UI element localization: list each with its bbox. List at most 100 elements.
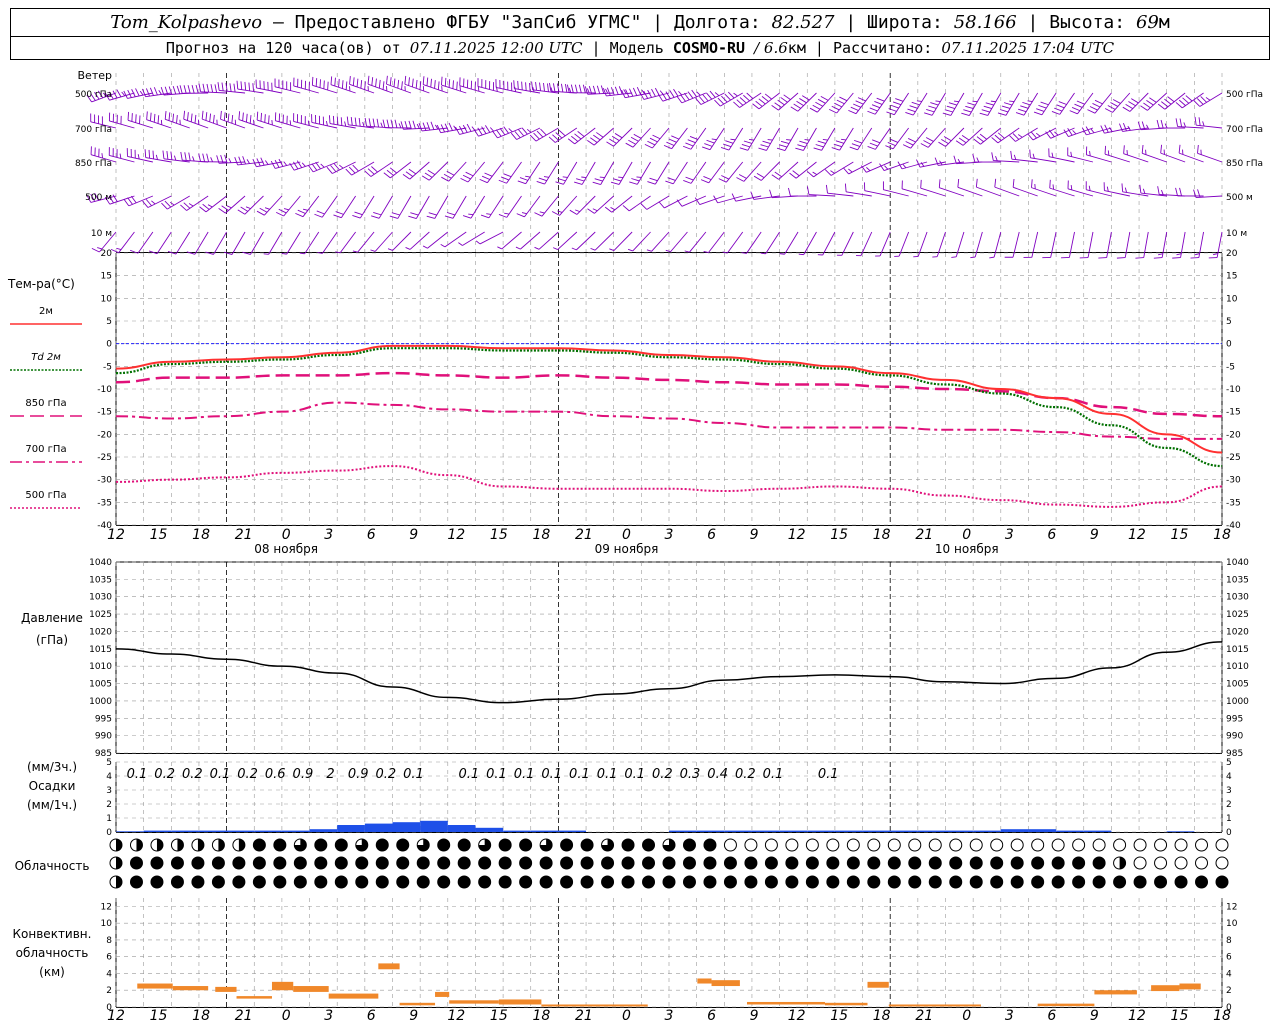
wind-barb-feather (513, 80, 515, 89)
pres-tick-right: 995 (1226, 714, 1243, 724)
cloud-cover-symbol (355, 875, 369, 889)
wind-barb-feather (226, 205, 232, 209)
hour-label-mid: 3 (665, 527, 674, 543)
wind-barb-feather (916, 100, 922, 102)
wind-barb-feather (1070, 151, 1073, 157)
convective-cloud-bar (1179, 983, 1201, 990)
wind-barb-feather (767, 139, 773, 141)
wind-barb-feather (386, 119, 390, 128)
wind-barb-feather (867, 146, 876, 150)
precip-bar (475, 827, 504, 832)
wind-barb-feather (1175, 118, 1179, 127)
wind-barb-feather (335, 211, 344, 215)
pres-tick-right: 1020 (1226, 627, 1249, 637)
wind-barb-staff (1147, 92, 1168, 111)
wind-barb-feather (590, 247, 596, 251)
wind-barb-feather (371, 215, 380, 219)
wind-barb-feather (354, 117, 357, 126)
wind-barb-feather (283, 208, 289, 211)
wind-barb-staff (945, 127, 965, 147)
precip-bar (254, 830, 282, 832)
wind-barb-staff (1124, 231, 1131, 258)
precip-3h-label: 0.2 (735, 767, 756, 782)
wind-barb-staff (256, 161, 282, 168)
wind-barb-feather (586, 88, 590, 94)
wind-barb-staff (672, 161, 688, 185)
wind-barb-feather (1156, 119, 1160, 129)
wind-barb-feather (723, 143, 732, 148)
wind-barb-staff (1129, 92, 1149, 112)
wind-barb-feather (364, 81, 366, 90)
temp-tick-left: -10 (97, 385, 112, 395)
model-resolution: / 6.6 (754, 39, 788, 57)
wind-barb-staff (163, 158, 190, 163)
hour-label-bottom: 0 (962, 1008, 971, 1024)
wind-barb-feather (1183, 122, 1187, 128)
precipitation-panel: 0.1 0.2 0.2 0.1 0.2 0.6 0.9 2 0.9 0.2 0.1 0.1 0.1 0.1… (27, 760, 1195, 832)
wind-barb-feather (540, 128, 547, 136)
temp-tick-left: 15 (101, 272, 112, 282)
wind-barb-feather (997, 132, 1005, 139)
wind-barb-feather (1110, 102, 1119, 107)
wind-barb-staff (220, 118, 246, 129)
pressure-line (115, 641, 1223, 704)
wind-barb-feather (558, 129, 566, 137)
cloud-cover-symbol (232, 875, 246, 889)
wind-barb-staff (1013, 186, 1038, 197)
wind-barb-staff (535, 127, 559, 142)
wind-barb-staff (1197, 152, 1223, 163)
wind-barb-feather (263, 253, 269, 255)
wind-barb-feather (1179, 118, 1183, 127)
pres-tick-left: 1040 (89, 558, 112, 568)
cloud-cover-symbol (170, 875, 184, 889)
cloud-cover-symbol (478, 875, 492, 889)
wind-barb-feather (1049, 179, 1051, 189)
prec-tick-left: 4 (106, 772, 112, 782)
precip-3h-label: 0.1 (486, 767, 507, 782)
wind-barb-staff (1177, 126, 1204, 129)
wind-barb-feather (151, 200, 156, 205)
wind-barb-staff (839, 127, 854, 151)
wind-barb-staff (1123, 153, 1149, 163)
wind-barb-feather (421, 175, 430, 181)
wind-barb-feather (276, 211, 284, 217)
cloud-cover-symbol (232, 856, 246, 870)
temp-tick-right: -5 (1226, 362, 1235, 372)
wind-barb-feather (1072, 130, 1077, 135)
wind-barb-feather (320, 163, 325, 168)
wind-barb-feather (152, 150, 155, 159)
wind-barb-feather (1112, 99, 1121, 104)
hour-label-mid: 0 (622, 527, 631, 543)
wind-barb-staff (581, 161, 596, 185)
wind-barb-feather (793, 103, 802, 109)
wind-barb-feather (1123, 145, 1125, 154)
wind-barb-staff (717, 195, 743, 204)
wind-barb-feather (564, 84, 568, 93)
wind-barb-feather (704, 143, 713, 147)
wind-barb-feather (593, 134, 601, 141)
wind-barb-feather (378, 79, 381, 89)
convective-cloud-bar (328, 993, 379, 999)
wind-barb-feather (1027, 100, 1033, 102)
prec-tick-left: 1 (106, 814, 112, 824)
wind-barb-staff (765, 231, 780, 255)
wind-barb-feather (560, 83, 564, 93)
wind-barb-feather (946, 105, 955, 109)
wind-barb-staff (746, 231, 762, 254)
wind-barb-feather (981, 109, 990, 113)
wind-barb-feather (475, 240, 481, 245)
wind-barb-feather (283, 161, 288, 166)
wind-barb-feather (1167, 96, 1175, 103)
wind-barb-feather (570, 84, 574, 93)
wind-level-label-left: 700 гПа (75, 125, 112, 135)
wind-barb-feather (390, 119, 394, 128)
wind-barb-feather (777, 99, 785, 106)
wind-barb-staff (1067, 188, 1094, 197)
wind-barb-staff (304, 231, 320, 255)
wind-barb-feather (164, 111, 167, 120)
cloud-cover-symbol (437, 875, 451, 889)
cloud-cover-symbol (519, 875, 533, 889)
wind-title: Ветер (78, 69, 112, 82)
wind-barb-staff (237, 88, 264, 94)
wind-barb-feather (444, 123, 449, 132)
